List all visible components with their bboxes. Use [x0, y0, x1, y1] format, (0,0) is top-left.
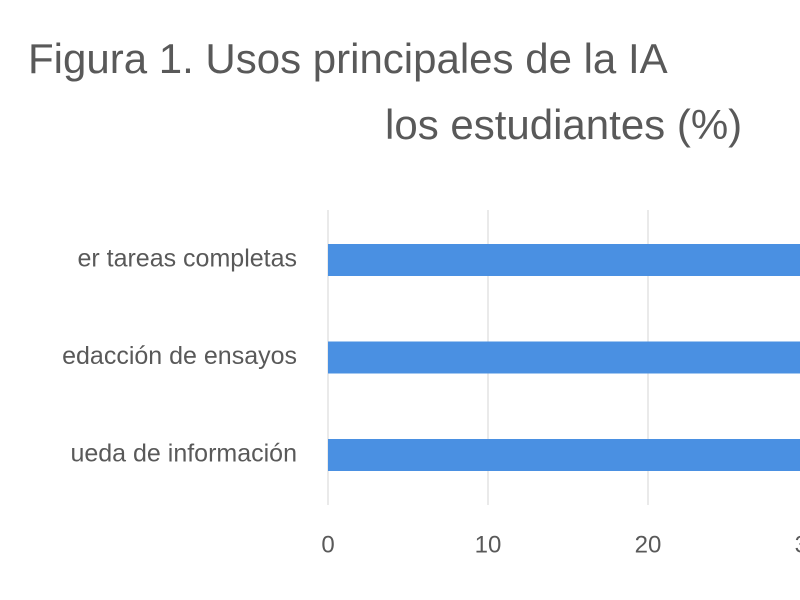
- bar: [328, 439, 800, 471]
- bar: [328, 244, 800, 276]
- x-tick-label: 20: [635, 531, 662, 558]
- bar: [328, 341, 800, 374]
- x-tick-label: 30: [795, 531, 800, 558]
- chart-title: Figura 1. Usos principales de la IA: [28, 35, 668, 82]
- y-tick-label: er tareas completas: [77, 245, 297, 273]
- x-tick-label: 0: [321, 531, 334, 558]
- y-tick-label: ueda de información: [70, 440, 297, 468]
- y-tick-label: edacción de ensayos: [62, 342, 297, 370]
- chart-title: los estudiantes (%): [385, 101, 742, 148]
- x-tick-label: 10: [475, 531, 502, 558]
